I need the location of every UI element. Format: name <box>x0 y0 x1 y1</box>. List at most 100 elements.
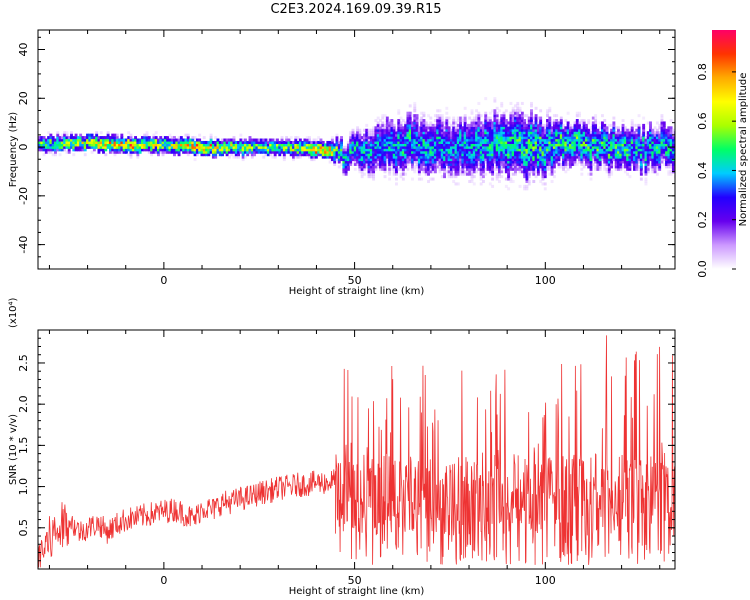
heatmap-cell <box>507 138 511 142</box>
heatmap-cell <box>603 140 607 144</box>
heatmap-cell <box>539 131 543 135</box>
heatmap-cell <box>628 131 632 135</box>
heatmap-cell <box>493 153 497 157</box>
heatmap-cell <box>605 162 609 166</box>
heatmap-cell <box>40 140 44 144</box>
heatmap-cell <box>655 131 659 135</box>
heatmap-cell <box>523 136 527 140</box>
heatmap-cell <box>349 150 353 154</box>
heatmap-cell <box>177 145 181 149</box>
heatmap-cell <box>488 111 492 115</box>
heatmap-cell <box>118 143 121 147</box>
heatmap-cell <box>486 140 490 144</box>
heatmap-cell <box>635 140 639 144</box>
heatmap-cell <box>90 138 94 142</box>
heatmap-cell <box>390 119 394 123</box>
heatmap-cell <box>518 140 522 144</box>
heatmap-cell <box>285 145 289 149</box>
heatmap-cell <box>623 131 627 135</box>
heatmap-cell <box>562 145 565 149</box>
heatmap-cell <box>237 140 240 144</box>
heatmap-cell <box>504 126 508 130</box>
heatmap-cell <box>486 150 490 154</box>
colorbar-label: Normalized spectral amplitude <box>738 73 749 227</box>
heatmap-cell <box>427 138 430 142</box>
heatmap-cell <box>665 143 668 147</box>
heatmap-cell <box>147 140 151 144</box>
heatmap-cell <box>349 131 353 135</box>
heatmap-cell <box>520 123 524 127</box>
heatmap-cell <box>504 136 508 140</box>
heatmap-cell <box>475 136 479 140</box>
heatmap-cell <box>633 133 636 137</box>
heatmap-cell <box>372 136 376 140</box>
heatmap-cell <box>491 123 495 127</box>
heatmap-cell <box>285 148 289 152</box>
heatmap-cell <box>481 150 485 154</box>
heatmap-cell <box>392 167 396 171</box>
heatmap-cell <box>644 136 648 140</box>
heatmap-cell <box>623 160 627 164</box>
heatmap-cell <box>504 160 508 164</box>
heatmap-cell <box>340 158 343 162</box>
heatmap-cell <box>383 126 387 130</box>
heatmap-cell <box>614 131 618 135</box>
heatmap-cell <box>653 167 657 171</box>
heatmap-cell <box>601 131 604 135</box>
heatmap-cell <box>502 155 506 159</box>
heatmap-cell <box>484 143 488 147</box>
heatmap-cell <box>578 131 581 135</box>
heatmap-cell <box>60 136 64 140</box>
heatmap-cell <box>86 136 89 140</box>
heatmap-cell <box>429 138 433 142</box>
heatmap-cell <box>523 143 527 147</box>
heatmap-cell <box>207 150 211 154</box>
colorbar-tick-label: 0.0 <box>696 260 709 278</box>
heatmap-cell <box>401 162 405 166</box>
heatmap-cell <box>456 167 460 171</box>
heatmap-cell <box>532 160 536 164</box>
heatmap-cell <box>614 143 618 147</box>
heatmap-cell <box>671 165 675 169</box>
heatmap-cell <box>381 128 385 132</box>
heatmap-cell <box>509 136 513 140</box>
heatmap-cell <box>536 136 540 140</box>
heatmap-cell <box>552 148 556 152</box>
heatmap-cell <box>168 143 172 147</box>
heatmap-cell <box>548 133 552 137</box>
heatmap-cell <box>102 138 105 142</box>
heatmap-cell <box>280 148 284 152</box>
heatmap-cell <box>646 136 650 140</box>
heatmap-cell <box>495 136 499 140</box>
heatmap-cell <box>591 148 595 152</box>
heatmap-cell <box>504 177 508 181</box>
heatmap-cell <box>365 143 369 147</box>
heatmap-cell <box>145 143 149 147</box>
heatmap-cell <box>472 167 476 171</box>
heatmap-cell <box>644 150 648 154</box>
heatmap-cell <box>49 148 53 152</box>
heatmap-cell <box>626 165 630 169</box>
heatmap-cell <box>564 140 568 144</box>
heatmap-cell <box>232 140 236 144</box>
heatmap-cell <box>470 133 474 137</box>
heatmap-cell <box>516 128 520 132</box>
heatmap-cell <box>568 155 572 159</box>
heatmap-cell <box>481 158 485 162</box>
heatmap-cell <box>381 140 385 144</box>
heatmap-cell <box>594 114 598 118</box>
heatmap-cell <box>523 138 527 142</box>
heatmap-cell <box>111 140 115 144</box>
heatmap-cell <box>635 138 639 142</box>
heatmap-cell <box>484 148 488 152</box>
heatmap-cell <box>621 138 625 142</box>
heatmap-cell <box>173 136 176 140</box>
heatmap-cell <box>470 155 474 159</box>
snr-x-tick-label: 100 <box>535 574 556 587</box>
heatmap-cell <box>385 153 389 157</box>
heatmap-cell <box>369 175 373 179</box>
heatmap-cell <box>543 172 547 176</box>
heatmap-cell <box>287 150 291 154</box>
heatmap-cell <box>639 160 643 164</box>
